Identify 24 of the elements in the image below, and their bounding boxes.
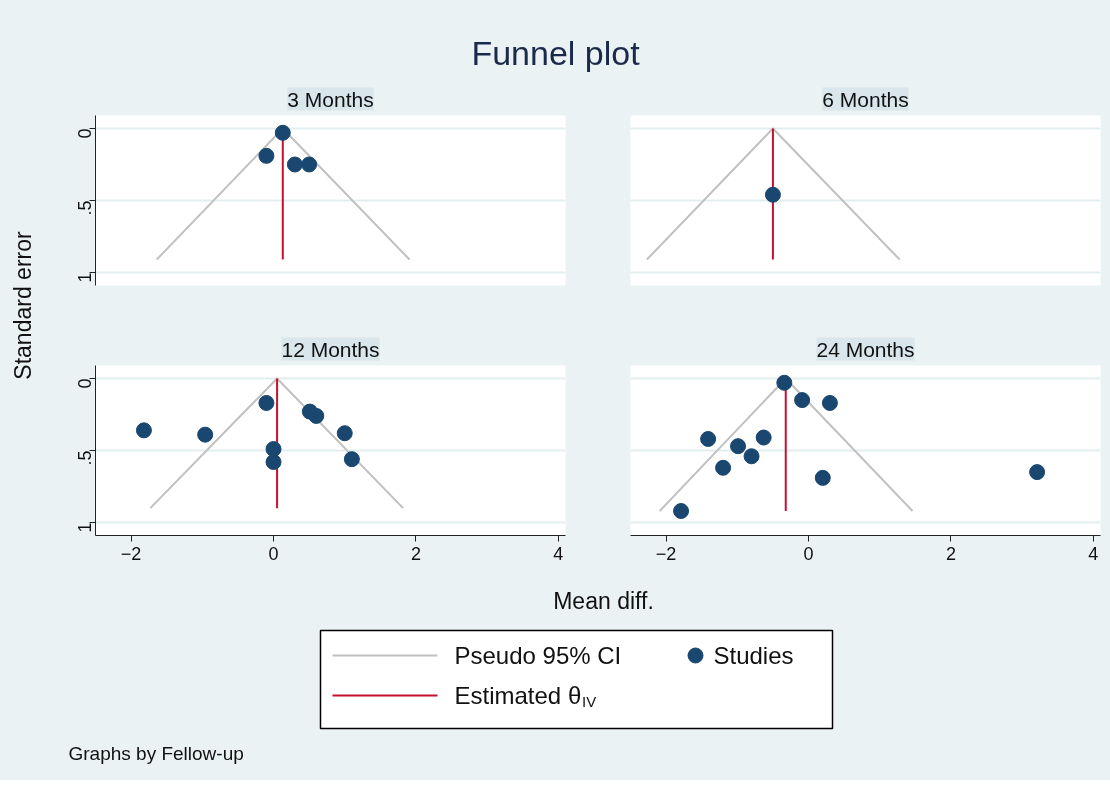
y-tick-label: 0 xyxy=(75,378,95,389)
chart-subtitle: 3 Months xyxy=(287,87,374,111)
x-tick-label: −2 xyxy=(655,543,677,564)
legend-label: Pseudo 95% CI xyxy=(454,642,622,669)
chart-subtitle: 12 Months xyxy=(281,337,380,361)
y-tick-label: .5 xyxy=(75,200,95,216)
x-tick-label: 2 xyxy=(945,543,956,564)
chart-subtitle: 24 Months xyxy=(816,337,915,361)
y-tick-label: 1 xyxy=(75,522,95,533)
x-tick-label: 4 xyxy=(553,543,564,564)
chart-title: Funnel plot xyxy=(471,33,641,72)
x-tick-label: 0 xyxy=(803,543,814,564)
x-tick-label: 0 xyxy=(268,543,279,564)
x-axis-title: Mean diff. xyxy=(553,587,654,614)
x-tick-label: −2 xyxy=(120,543,142,564)
x-tick-label: 2 xyxy=(410,543,421,564)
y-axis-title: Standard error xyxy=(9,231,36,380)
y-tick-label: 1 xyxy=(75,272,95,283)
legend-label: Studies xyxy=(713,642,794,669)
x-tick-label: 4 xyxy=(1088,543,1099,564)
y-tick-label: .5 xyxy=(75,450,95,466)
chart-subtitle: 6 Months xyxy=(822,87,909,111)
text: Graphs by Fellow-up xyxy=(68,743,244,764)
y-tick-label: 0 xyxy=(75,128,95,139)
